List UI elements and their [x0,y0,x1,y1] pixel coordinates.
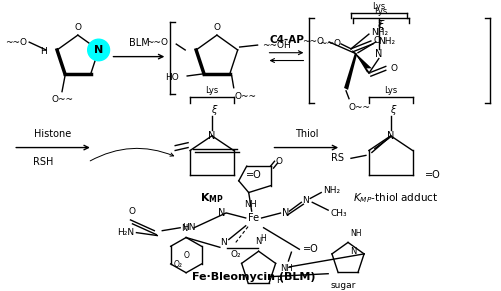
Text: R: R [277,276,283,285]
Text: C4-AP: C4-AP [269,35,304,45]
Text: NH: NH [350,228,362,237]
Text: ~~O: ~~O [5,38,27,47]
Text: RS: RS [331,153,344,163]
Text: N: N [181,223,187,233]
Text: NH₂: NH₂ [371,28,388,37]
Text: =O: =O [303,244,319,254]
Text: ~~OH: ~~OH [263,40,291,49]
Text: Lys: Lys [374,7,387,15]
Text: O: O [183,251,189,260]
Text: NH₂: NH₂ [378,38,395,47]
Text: N: N [94,45,103,55]
Text: N: N [387,131,394,141]
Text: N: N [302,196,309,205]
Text: Lys: Lys [372,2,385,11]
Text: Fe: Fe [248,213,259,223]
Text: N: N [256,237,262,246]
Text: =O: =O [245,170,262,180]
Text: sugar: sugar [330,281,356,290]
Polygon shape [344,53,357,90]
Text: Lys: Lys [205,86,218,95]
Text: O~~: O~~ [348,103,370,111]
Text: ξ: ξ [211,105,216,116]
Text: NH₂: NH₂ [323,186,340,195]
Text: N: N [350,247,356,256]
Text: N: N [220,238,227,247]
Text: H₂N: H₂N [117,228,134,237]
Text: O: O [391,64,398,73]
Text: Fe·Bleomycin (BLM): Fe·Bleomycin (BLM) [192,272,316,281]
Text: O₂: O₂ [230,250,241,259]
Text: N: N [282,208,289,218]
Text: CH₃: CH₃ [330,209,347,218]
Text: O: O [213,23,220,32]
Text: Thiol: Thiol [295,129,318,139]
Text: O~~: O~~ [235,92,257,101]
Text: Histone: Histone [35,129,72,139]
Text: ξ: ξ [390,105,395,116]
Polygon shape [355,53,371,74]
Text: RSH: RSH [33,157,54,167]
Text: O~~: O~~ [51,95,73,104]
Circle shape [88,39,110,61]
Text: =O: =O [424,170,440,180]
Text: Lys: Lys [384,86,397,95]
Text: H: H [41,47,47,56]
Text: NH: NH [280,264,293,273]
Text: ξ: ξ [377,20,382,30]
Polygon shape [351,49,372,68]
Text: HO: HO [165,73,179,82]
Text: N: N [375,49,382,59]
Text: ξ: ξ [378,20,384,30]
Text: O: O [374,36,381,45]
Text: $\mathbf{K_{MP}}$: $\mathbf{K_{MP}}$ [200,191,224,205]
Text: N: N [218,208,225,218]
Text: O: O [74,23,81,32]
Text: HN: HN [182,223,195,232]
Text: ~~O: ~~O [319,39,341,48]
Text: O: O [129,207,136,216]
Text: ~~O: ~~O [302,38,324,47]
Text: NH: NH [244,200,257,209]
Text: H: H [261,234,267,243]
Text: O: O [276,157,283,166]
Text: O₂: O₂ [174,260,183,269]
Text: ~~O: ~~O [146,38,168,47]
Text: BLM: BLM [129,38,149,48]
Text: $K_{MP}$-thiol adduct: $K_{MP}$-thiol adduct [353,191,438,205]
Text: N: N [208,131,215,141]
